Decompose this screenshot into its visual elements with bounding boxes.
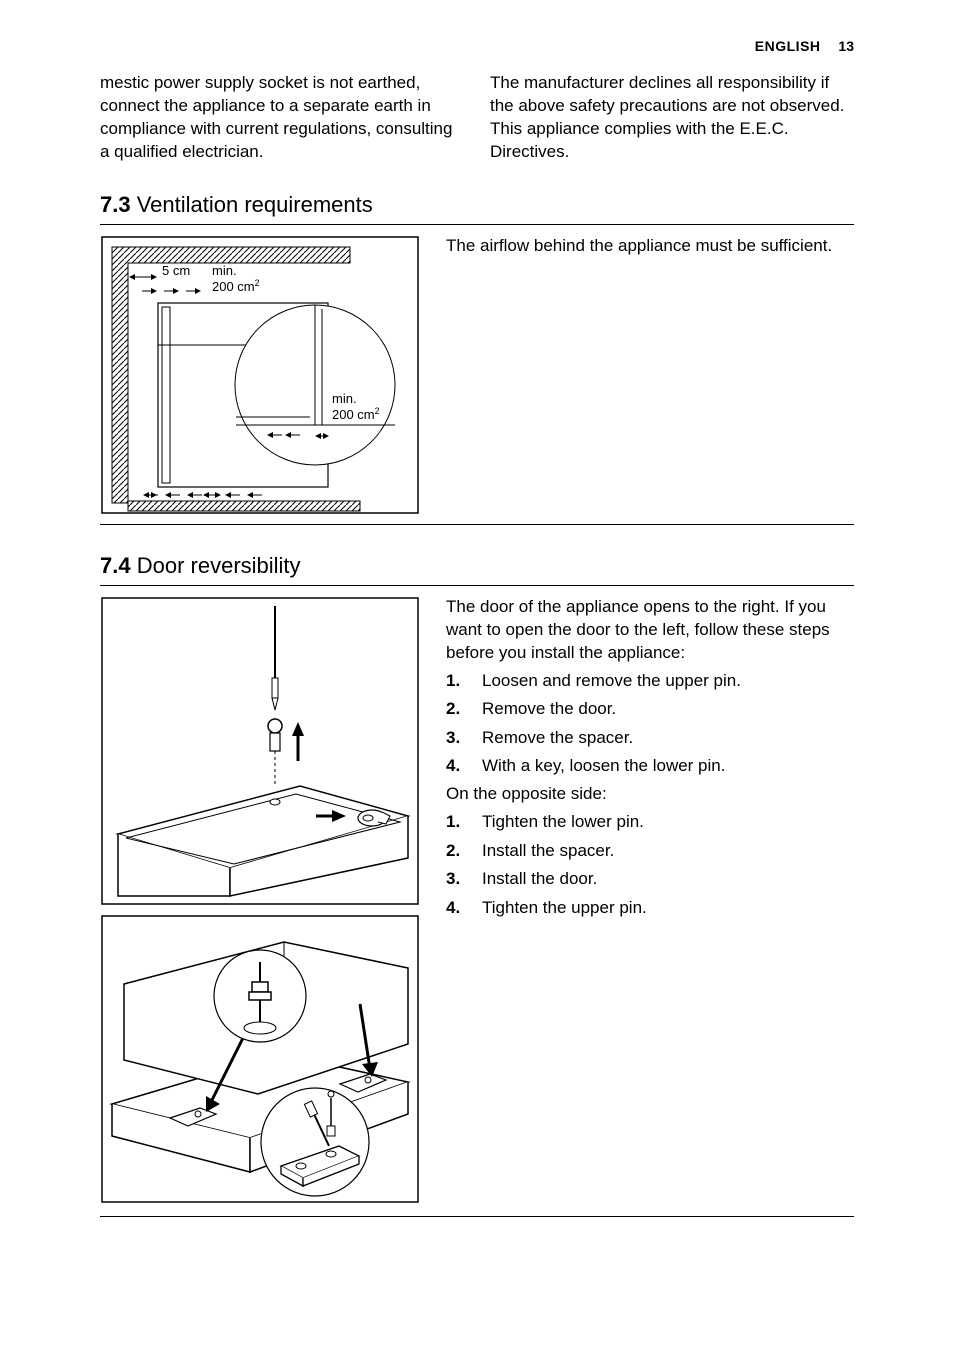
step-a-3: Remove the spacer. [446,726,854,751]
bottom-area-exp: 2 [375,406,380,416]
step-a-1: Loosen and remove the upper pin. [446,669,854,694]
top-area-exp: 2 [255,278,260,288]
language-label: ENGLISH [755,38,821,54]
bottom-area: 200 cm [332,407,375,422]
section-7-3-text: The airflow behind the appliance must be… [446,235,854,258]
top-area: 200 cm [212,279,255,294]
step-b-4: Tighten the upper pin. [446,896,854,921]
steps-list-a: Loosen and remove the upper pin. Remove … [446,669,854,780]
door-reversibility-diagrams [100,596,420,1204]
intro-columns: mestic power supply socket is not earthe… [100,72,854,164]
section-7-3-bottom-rule [100,524,854,525]
top-min: min. [212,263,237,278]
ventilation-diagram: 5 cm min. 200 cm2 [100,235,420,520]
intro-right-p2: This appliance complies with the E.E.C. … [490,118,854,164]
section-7-4-text: The door of the appliance opens to the r… [446,596,854,925]
section-7-4-heading: Door reversibility [137,553,301,578]
page-number: 13 [838,38,854,54]
page-header: ENGLISH 13 [100,38,854,54]
section-7-3-heading: Ventilation requirements [137,192,373,217]
section-7-4-number: 7.4 [100,553,131,578]
bottom-min: min. [332,391,357,406]
section-7-4-title: 7.4 Door reversibility [100,553,854,579]
step-a-4: With a key, loosen the lower pin. [446,754,854,779]
intro-right-p1: The manufacturer declines all responsibi… [490,72,854,118]
section-7-4-bottom-rule [100,1216,854,1217]
intro-left: mestic power supply socket is not earthe… [100,72,464,164]
step-b-1: Tighten the lower pin. [446,810,854,835]
section-7-3-rule [100,224,854,225]
steps-list-b: Tighten the lower pin. Install the space… [446,810,854,921]
intro-right: The manufacturer declines all responsibi… [490,72,854,164]
section-7-4-mid: On the opposite side: [446,783,854,806]
svg-text:200 cm2: 200 cm2 [332,406,380,422]
section-7-4-intro: The door of the appliance opens to the r… [446,596,854,665]
section-7-4-rule [100,585,854,586]
svg-text:200 cm2: 200 cm2 [212,278,260,294]
step-a-2: Remove the door. [446,697,854,722]
section-7-3-title: 7.3 Ventilation requirements [100,192,854,218]
gap-label: 5 cm [162,263,190,278]
section-7-3-number: 7.3 [100,192,131,217]
step-b-3: Install the door. [446,867,854,892]
step-b-2: Install the spacer. [446,839,854,864]
